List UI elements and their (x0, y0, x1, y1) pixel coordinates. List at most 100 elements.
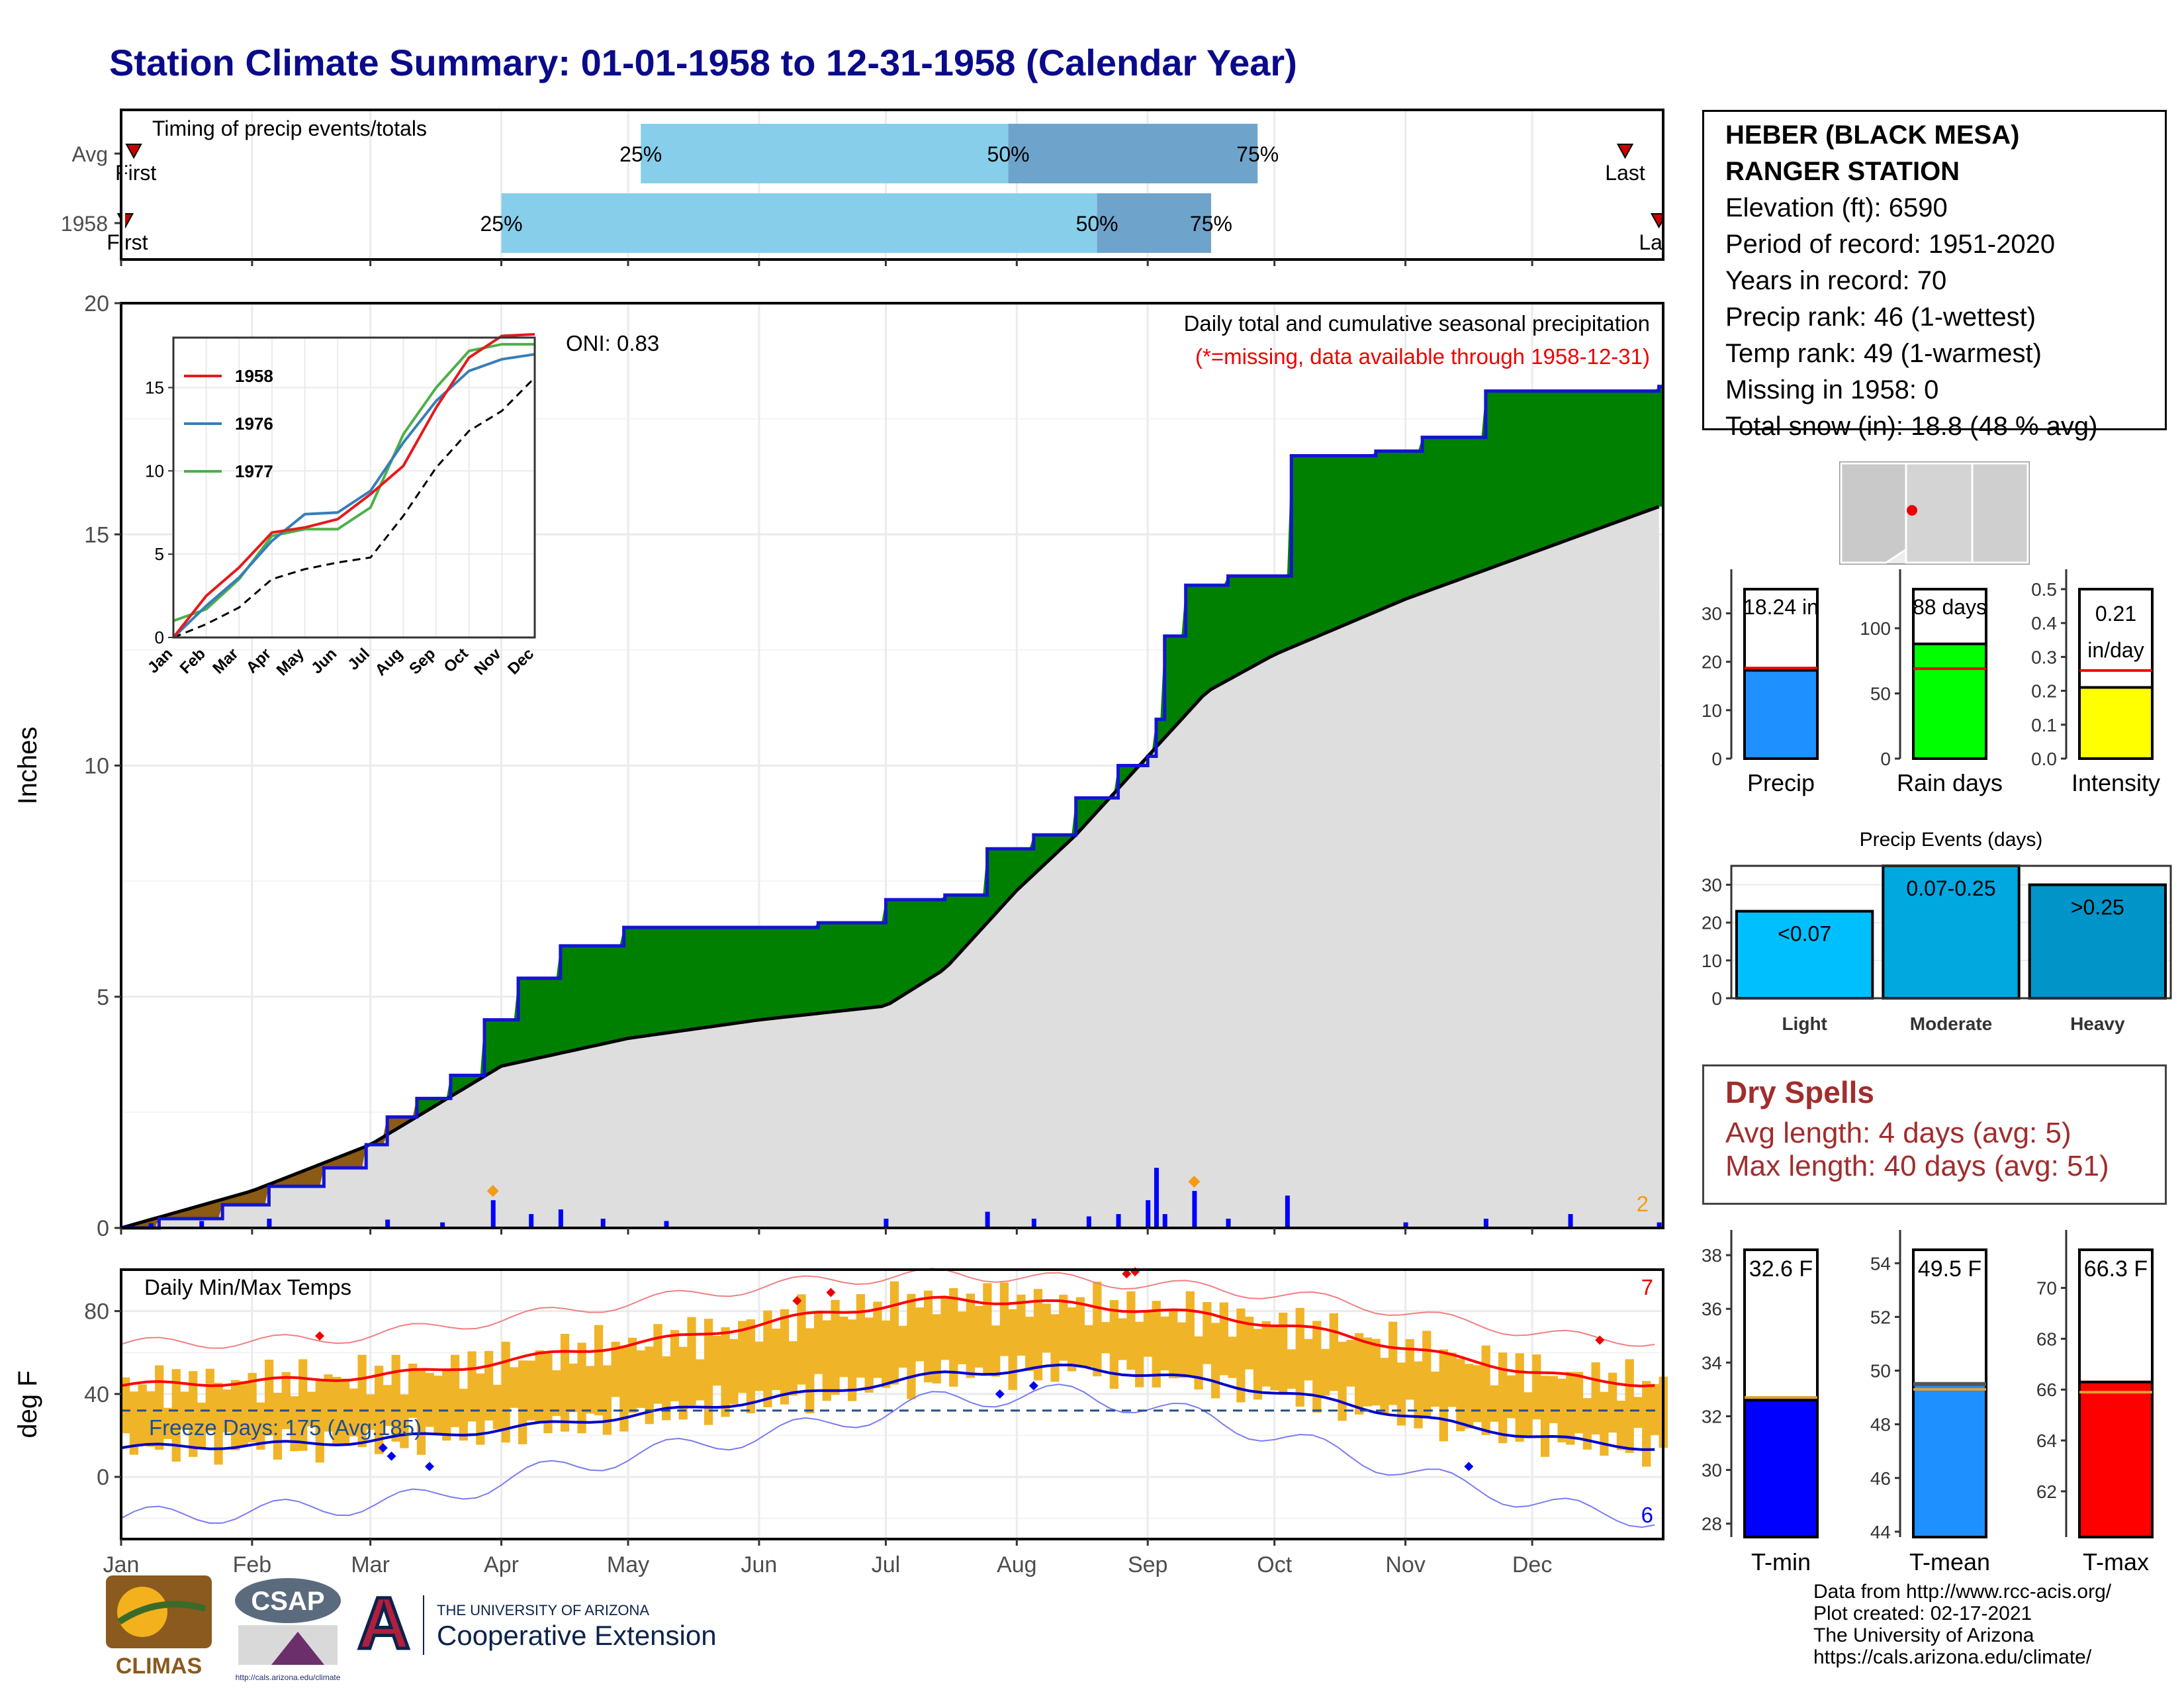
timing-pct-label: 50% (987, 142, 1030, 166)
daily-temp-range-bar (780, 1309, 790, 1405)
climas-logo[interactable]: CLIMAS (106, 1575, 212, 1679)
bar-value (2078, 1380, 2154, 1538)
daily-temp-range-bar (281, 1372, 291, 1429)
daily-temp-range-bar (1169, 1310, 1178, 1379)
month-label: Aug (997, 1552, 1037, 1577)
inset-legend-label: 1958 (235, 366, 273, 386)
daily-temp-range-bar (349, 1388, 358, 1436)
tmax-value-label: 66.3 F (2084, 1256, 2148, 1282)
ua-logo[interactable]: A THE UNIVERSITY OF ARIZONA Cooperative … (356, 1581, 717, 1666)
daily-precip-bar (148, 1223, 154, 1228)
intensity-bar-label: Intensity (2071, 769, 2160, 796)
daily-temp-range-bar (1245, 1317, 1254, 1370)
dry-spells-title: Dry Spells (1725, 1075, 1874, 1109)
event-bar (1882, 865, 2021, 1000)
main-ytick-label: 15 (84, 522, 109, 547)
record-high-marker (826, 1288, 836, 1297)
events-ytick-label: 20 (1702, 913, 1722, 933)
tmax-bar-label: T-max (2083, 1548, 2149, 1575)
daily-temp-range-bar (1625, 1359, 1634, 1453)
event-category-label: Light (1782, 1013, 1827, 1034)
daily-temp-range-bar (1447, 1352, 1457, 1407)
daily-temp-range-bar (239, 1381, 249, 1446)
daily-temp-range-bar (197, 1402, 206, 1450)
summary-bar-charts: 0 10 20 30 18.24 in Precip 0 50 100 88 days Rain d… (1702, 569, 2160, 796)
observed-cumulative-line (121, 385, 1663, 1230)
rain-days-total-label: 88 days (1913, 595, 1987, 619)
inset-series-1958 (172, 332, 535, 639)
credit-line: https://cals.arizona.edu/climate/ (1813, 1646, 2092, 1668)
timing-bar-q3 (1097, 193, 1211, 253)
daily-temp-range-bar (1279, 1312, 1288, 1395)
daily-temp-range-bar (1363, 1337, 1373, 1407)
daily-temp-range-bar (805, 1328, 815, 1414)
daily-temp-range-bar (1557, 1378, 1567, 1442)
record-high-marker (315, 1331, 325, 1341)
inset-ytick-label: 0 (155, 628, 164, 647)
bar-ytick-label: 0.0 (2031, 749, 2057, 769)
logo-strip: CLIMAS CSAP http://cals.arizona.edu/clim… (106, 1575, 717, 1682)
daily-temp-range-bar (628, 1337, 637, 1413)
month-label: Nov (1385, 1552, 1425, 1577)
daily-precip-bar (490, 1200, 496, 1228)
daily-temp-range-bar (729, 1339, 739, 1405)
daily-precip-bar (385, 1219, 390, 1228)
timing-pct-label: 50% (1076, 212, 1118, 236)
daily-temp-range-bar (678, 1346, 688, 1420)
temp-chart-title: Daily Min/Max Temps (144, 1275, 351, 1299)
daily-precip-bar (1031, 1219, 1036, 1228)
bar-ytick-label: 66 (2036, 1380, 2057, 1400)
dry-spells-max: Max length: 40 days (avg: 51) (1725, 1150, 2109, 1182)
daily-temp-range-bar (746, 1319, 756, 1414)
ua-a-mark: A (357, 1583, 410, 1664)
record-low-count: 6 (1641, 1503, 1653, 1527)
timing-bar-q2 (501, 193, 1097, 253)
daily-temp-range-bar (552, 1370, 561, 1417)
daily-temp-range-bar (1093, 1282, 1102, 1377)
inset-ytick-label: 10 (145, 461, 164, 481)
credit-line: The University of Arizona (1813, 1624, 2034, 1646)
daily-temp-range-bar (1464, 1364, 1474, 1429)
daily-temp-range-bar (256, 1402, 265, 1450)
bar-ytick-label: 0.4 (2031, 613, 2057, 633)
daily-temp-range-bar (611, 1341, 620, 1397)
daily-temp-range-bar (146, 1391, 156, 1447)
daily-temp-range-bar (189, 1371, 198, 1457)
daily-temp-range-bar (983, 1283, 992, 1374)
daily-temp-range-bar (1253, 1329, 1263, 1400)
month-label: Jan (103, 1552, 140, 1577)
event-bar (2028, 883, 2167, 1000)
tmean-bar-label: T-mean (1909, 1548, 1990, 1575)
bar-ytick-label: 64 (2036, 1430, 2057, 1451)
csap-logo[interactable]: CSAP http://cals.arizona.edu/climate (235, 1578, 341, 1682)
bar-ytick-label: 46 (1870, 1468, 1891, 1489)
events-title: Precip Events (days) (1860, 829, 2043, 851)
daily-temp-range-bar (949, 1288, 958, 1387)
daily-temp-range-bar (1017, 1294, 1026, 1356)
daily-temp-range-bar (1050, 1314, 1060, 1382)
main-ytick-label: 20 (84, 291, 109, 316)
daily-precip-bar (1086, 1216, 1091, 1228)
daily-temp-range-bar (230, 1380, 240, 1450)
ua-extension-text: Cooperative Extension (437, 1620, 717, 1651)
daily-temp-range-bar (1566, 1372, 1575, 1445)
daily-temp-range-bar (856, 1293, 866, 1378)
daily-temp-range-bar (839, 1316, 848, 1378)
main-chart-missing-note: (*=missing, data available through 1958-… (1195, 344, 1650, 369)
daily-temp-range-bar (163, 1407, 173, 1439)
station-info-box: HEBER (BLACK MESA) RANGER STATION Elevat… (1702, 110, 2167, 441)
bar-ytick-label: 70 (2036, 1278, 2057, 1299)
timing-panel: Timing of precip events/totals 25% 50% 75% F… (61, 109, 1684, 261)
daily-temp-range-bar (696, 1359, 705, 1401)
daily-temp-range-bar (1591, 1362, 1600, 1434)
daily-temp-range-bar (1320, 1348, 1330, 1396)
daily-temp-range-bar (1236, 1308, 1246, 1403)
daily-temp-range-bar (484, 1350, 494, 1421)
station-period: Period of record: 1951-2020 (1725, 230, 2056, 259)
timing-pct-label: 25% (619, 142, 662, 166)
daily-temp-range-bar (1210, 1323, 1220, 1399)
daily-precip-bar (529, 1214, 534, 1228)
inset-ytick-label: 15 (145, 378, 164, 398)
record-high-count: 7 (1641, 1275, 1653, 1299)
precip-total-label: 18.24 in (1743, 595, 1819, 619)
